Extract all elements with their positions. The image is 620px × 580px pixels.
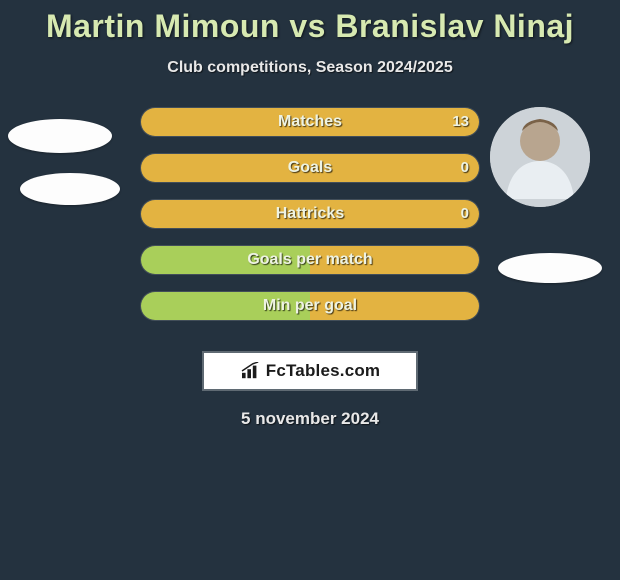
bar-right-value: 0 bbox=[461, 200, 469, 228]
brand-text: FcTables.com bbox=[266, 361, 381, 381]
stat-bars: Matches 13 Goals 0 Hattricks 0 Goals per… bbox=[140, 107, 480, 337]
bar-label: Goals per match bbox=[141, 246, 479, 274]
subtitle: Club competitions, Season 2024/2025 bbox=[0, 59, 620, 77]
bar-label: Min per goal bbox=[141, 292, 479, 320]
brand-box[interactable]: FcTables.com bbox=[202, 351, 418, 391]
bar-goals-per-match: Goals per match bbox=[140, 245, 480, 275]
bar-goals: Goals 0 bbox=[140, 153, 480, 183]
bar-label: Matches bbox=[141, 108, 479, 136]
right-player-portrait bbox=[490, 107, 590, 207]
comparison-stage: Matches 13 Goals 0 Hattricks 0 Goals per… bbox=[0, 107, 620, 337]
bar-matches: Matches 13 bbox=[140, 107, 480, 137]
bar-min-per-goal: Min per goal bbox=[140, 291, 480, 321]
bar-right-value: 13 bbox=[452, 108, 469, 136]
bar-label: Goals bbox=[141, 154, 479, 182]
bar-hattricks: Hattricks 0 bbox=[140, 199, 480, 229]
left-player-oval-1 bbox=[8, 119, 112, 153]
page-title: Martin Mimoun vs Branislav Ninaj bbox=[0, 0, 620, 45]
date-line: 5 november 2024 bbox=[0, 409, 620, 429]
right-player-oval bbox=[498, 253, 602, 283]
bar-label: Hattricks bbox=[141, 200, 479, 228]
portrait-placeholder-icon bbox=[490, 107, 590, 207]
left-player-oval-2 bbox=[20, 173, 120, 205]
bar-right-value: 0 bbox=[461, 154, 469, 182]
bar-chart-icon bbox=[240, 362, 262, 380]
